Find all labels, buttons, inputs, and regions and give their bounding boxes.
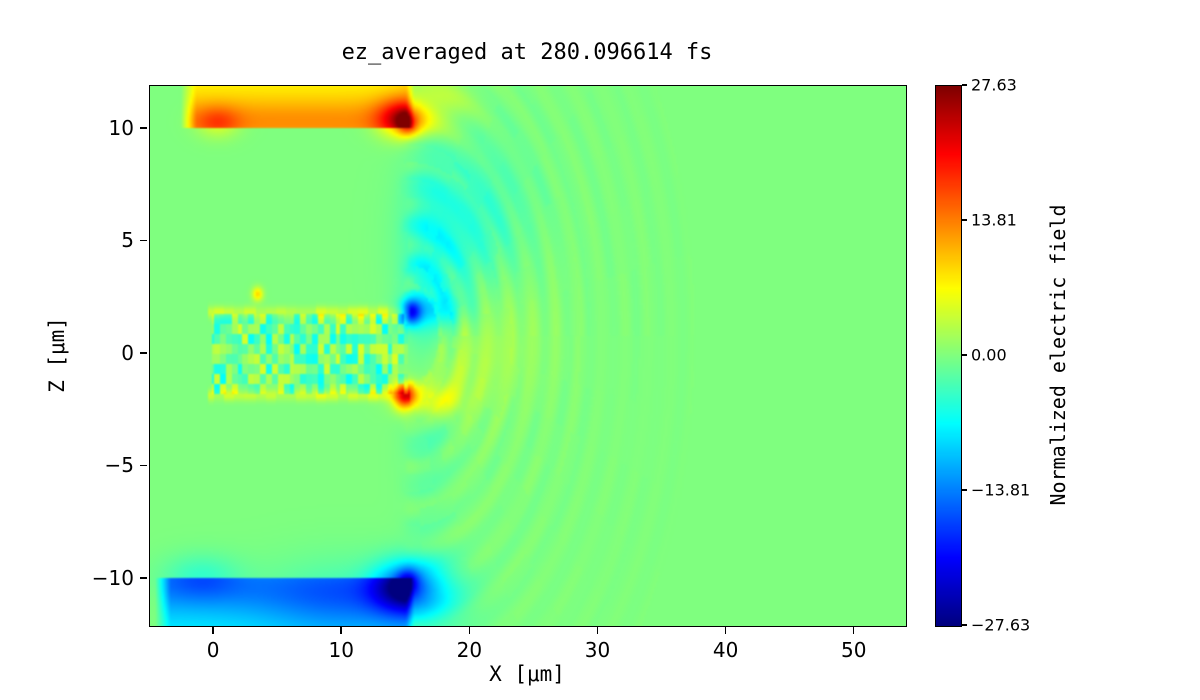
colorbar-label: Normalized electric field <box>1046 204 1070 506</box>
x-axis-label: X [μm] <box>489 662 565 686</box>
x-tick-mark <box>724 627 727 634</box>
colorbar-tick-mark <box>962 84 967 86</box>
x-tick-label: 50 <box>841 638 867 662</box>
y-tick-label: 10 <box>108 115 134 140</box>
colorbar-tick-mark <box>962 219 967 221</box>
colorbar-tick-label: −13.81 <box>971 480 1031 500</box>
colorbar-tick-label: 27.63 <box>971 75 1017 95</box>
y-tick-mark <box>140 464 147 466</box>
y-tick-mark <box>140 239 147 241</box>
colorbar-tick-label: 13.81 <box>971 210 1017 230</box>
x-tick-label: 30 <box>584 638 611 662</box>
chart-title: ez_averaged at 280.096614 fs <box>341 40 713 65</box>
x-tick-label: 40 <box>712 638 739 662</box>
x-tick-mark <box>468 627 471 634</box>
colorbar-tick-mark <box>962 354 967 356</box>
y-tick-label: 0 <box>121 340 134 365</box>
heatmap-canvas <box>150 86 906 626</box>
y-tick-label: −5 <box>104 453 134 478</box>
x-tick-label: 0 <box>206 638 220 662</box>
colorbar-tick-mark <box>962 624 967 626</box>
y-axis-label: Z [μm] <box>45 317 69 393</box>
x-tick-mark <box>852 627 855 634</box>
x-tick-label: 10 <box>328 638 354 662</box>
y-tick-mark <box>140 352 147 354</box>
colorbar-tick-label: −27.63 <box>971 615 1031 635</box>
y-tick-label: −10 <box>91 565 134 590</box>
colorbar-canvas <box>936 86 961 626</box>
x-tick-mark <box>596 627 599 634</box>
y-tick-label: 5 <box>121 228 134 253</box>
x-tick-mark <box>340 627 342 634</box>
colorbar <box>935 85 962 627</box>
plot-area <box>149 85 907 627</box>
colorbar-tick-mark <box>962 489 967 491</box>
y-tick-mark <box>140 127 147 129</box>
colorbar-tick-label: 0.00 <box>971 345 1007 365</box>
x-tick-mark <box>212 627 214 634</box>
y-tick-mark <box>140 577 147 579</box>
x-tick-label: 20 <box>456 638 483 662</box>
